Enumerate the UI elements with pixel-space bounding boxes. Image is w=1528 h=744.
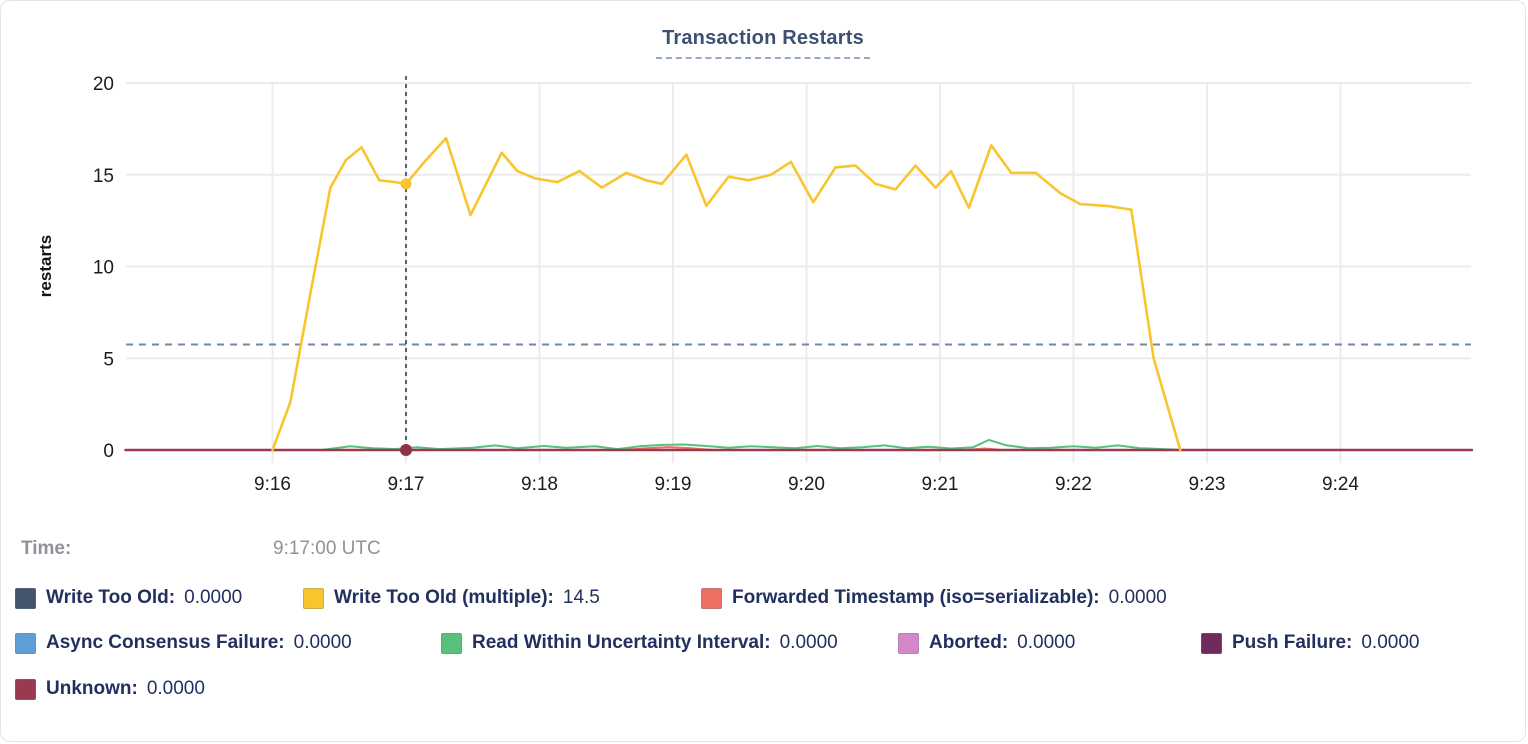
- x-tick-label: 9:18: [521, 474, 558, 495]
- series-line-read-within-uncertainty-interval: [320, 438, 1186, 451]
- legend-item-push-failure[interactable]: Push Failure: 0.0000: [1201, 632, 1419, 654]
- legend-value: 0.0000: [146, 678, 205, 699]
- legend-item-unknown[interactable]: Unknown: 0.0000: [15, 678, 205, 700]
- legend-value: 0.0000: [293, 632, 352, 653]
- legend-label: Push Failure:: [1232, 632, 1353, 653]
- legend-item-forwarded-timestamp-iso-serializable[interactable]: Forwarded Timestamp (iso=serializable): 0…: [701, 587, 1167, 609]
- legend-swatch-icon: [15, 587, 36, 609]
- legend-value: 0.0000: [184, 587, 243, 608]
- x-tick-label: 9:16: [254, 474, 291, 495]
- x-tick-label: 9:22: [1055, 474, 1092, 495]
- legend-swatch-icon: [701, 587, 722, 609]
- legend-label: Write Too Old (multiple):: [334, 587, 554, 608]
- legend-label: Write Too Old:: [46, 587, 176, 608]
- x-tick-label: 9:23: [1189, 474, 1226, 495]
- y-tick-label: 0: [103, 441, 114, 462]
- legend-label: Forwarded Timestamp (iso=serializable):: [732, 587, 1100, 608]
- legend-item-async-consensus-failure[interactable]: Async Consensus Failure: 0.0000: [15, 632, 441, 654]
- y-axis-title: restarts: [36, 235, 55, 297]
- x-tick-label: 9:17: [388, 474, 425, 495]
- legend-swatch-icon: [441, 632, 462, 654]
- legend-swatch-icon: [15, 632, 36, 654]
- tooltip-time-label: Time:: [21, 538, 72, 559]
- legend-value: 0.0000: [779, 632, 838, 653]
- legend-row: Async Consensus Failure: 0.0000 Read Withi…: [15, 630, 1419, 656]
- legend-swatch-icon: [15, 678, 36, 700]
- y-tick-label: 20: [93, 74, 114, 95]
- x-tick-label: 9:20: [788, 474, 825, 495]
- x-tick-label: 9:21: [922, 474, 959, 495]
- x-tick-label: 9:24: [1322, 474, 1359, 495]
- crosshair-point-zero: [400, 444, 412, 456]
- chart-title-wrap: Transaction Restarts: [1, 27, 1525, 59]
- legend-label: Aborted:: [929, 632, 1009, 653]
- legend-label: Unknown:: [46, 678, 138, 699]
- legend-item-write-too-old[interactable]: Write Too Old: 0.0000: [15, 587, 303, 609]
- legend-row: Unknown: 0.0000: [15, 676, 205, 702]
- legend-swatch-icon: [1201, 632, 1222, 654]
- y-tick-label: 15: [93, 166, 114, 187]
- chart-title[interactable]: Transaction Restarts: [656, 27, 870, 59]
- y-tick-label: 10: [93, 258, 114, 279]
- legend-item-aborted[interactable]: Aborted: 0.0000: [898, 632, 1201, 654]
- legend-value: 0.0000: [1108, 587, 1167, 608]
- legend-label: Async Consensus Failure:: [46, 632, 285, 653]
- legend-value: 14.5: [562, 587, 600, 608]
- legend-value: 0.0000: [1361, 632, 1420, 653]
- legend-row: Write Too Old: 0.0000 Write Too Old (multi…: [15, 585, 1167, 611]
- crosshair-point-write-too-old-multiple: [400, 178, 412, 190]
- legend-item-write-too-old-multiple[interactable]: Write Too Old (multiple): 14.5: [303, 587, 701, 609]
- x-tick-label: 9:19: [655, 474, 692, 495]
- transaction-restarts-chart[interactable]: 0 5 10 15 20 9:16 9:17 9:18 9:19 9:20 9:21 9:22 9:23…: [1, 1, 1526, 521]
- legend-item-read-within-uncertainty-interval[interactable]: Read Within Uncertainty Interval: 0.0000: [441, 632, 898, 654]
- tooltip-time-value: 9:17:00 UTC: [273, 538, 381, 559]
- legend-swatch-icon: [898, 632, 919, 654]
- legend-value: 0.0000: [1017, 632, 1076, 653]
- legend-swatch-icon: [303, 587, 324, 609]
- legend-label: Read Within Uncertainty Interval:: [472, 632, 771, 653]
- series-line-write-too-old-multiple-: [271, 136, 1182, 452]
- y-tick-label: 5: [103, 349, 114, 370]
